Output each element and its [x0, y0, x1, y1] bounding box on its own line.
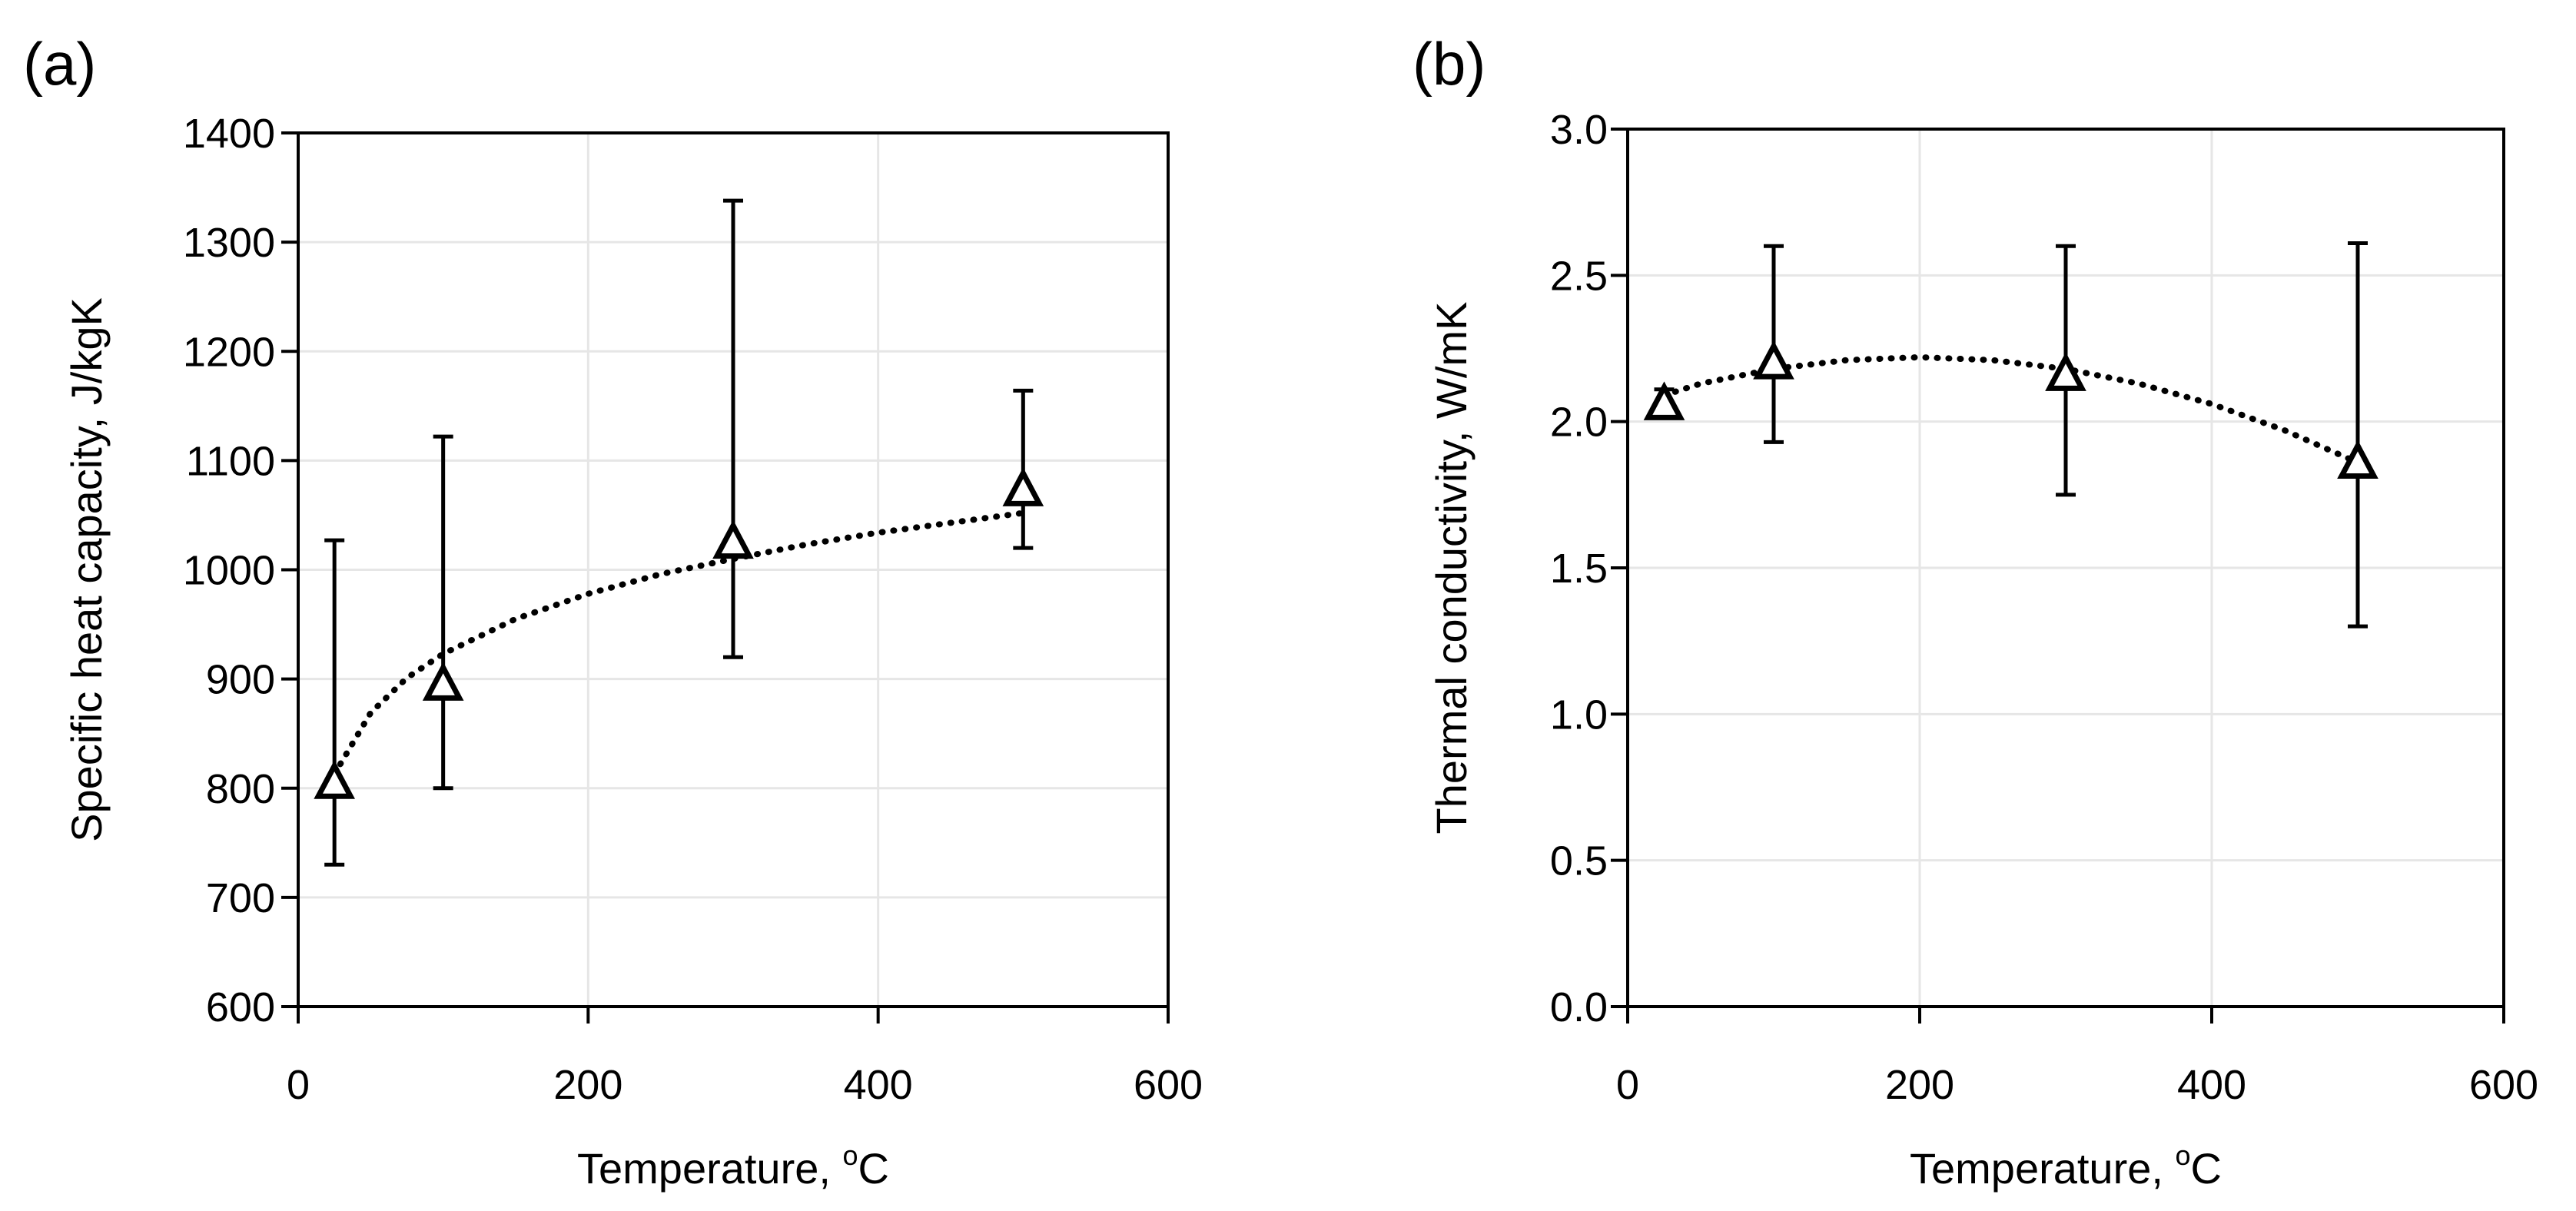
y-tick-label: 1.0	[1550, 692, 1608, 738]
y-tick-label: 1000	[183, 548, 275, 594]
data-point-triangle	[422, 662, 464, 701]
x-tick-label: 400	[844, 1062, 913, 1108]
y-tick-label: 900	[206, 657, 275, 703]
y-tick-label: 600	[206, 984, 275, 1030]
x-tick-label: 0	[1616, 1062, 1639, 1108]
x-axis-title: Temperature, oC	[1910, 1140, 2222, 1193]
x-axis-title-text: Temperature,	[1910, 1144, 2176, 1193]
y-tick-label: 1200	[183, 329, 275, 375]
data-point-triangle	[314, 760, 355, 799]
y-tick-label: 2.5	[1550, 253, 1608, 299]
y-tick-label: 1.5	[1550, 546, 1608, 592]
y-axis-title: Specific heat capacity, J/kgK	[62, 297, 111, 842]
panel-b: (b) 0.0 0.5 1.0 1.5 2.0 2.5 3.0 0 200 400 600 Temper…	[1412, 30, 2538, 1193]
x-tick-label: 600	[2469, 1062, 2538, 1108]
x-axis-title-superscript: o	[843, 1140, 858, 1171]
y-tick-label: 1100	[186, 438, 275, 484]
y-tick-label: 800	[206, 766, 275, 812]
data-point-triangle	[1753, 340, 1794, 380]
x-axis-title-text: Temperature,	[577, 1144, 843, 1193]
panel-a: (a) 600 700 800 900 1000 1100 1200 1300 1400 0 200 4…	[23, 30, 1203, 1193]
y-tick-label: 1400	[183, 111, 275, 157]
x-tick-label: 0	[287, 1062, 310, 1108]
x-axis-title-unit: C	[858, 1144, 889, 1193]
x-axis-title-unit: C	[2191, 1144, 2222, 1193]
y-axis-title: Thermal conductivity, W/mK	[1427, 302, 1476, 834]
y-tick-label: 0.0	[1550, 984, 1608, 1030]
x-tick-label: 400	[2177, 1062, 2246, 1108]
y-tick-label: 3.0	[1550, 107, 1608, 153]
trendline	[1661, 353, 2361, 466]
y-tick-label: 0.5	[1550, 838, 1608, 884]
trendline	[331, 509, 1027, 778]
x-axis-title-superscript: o	[2176, 1140, 2191, 1171]
x-tick-label: 600	[1134, 1062, 1203, 1108]
y-tick-label: 1300	[183, 220, 275, 266]
panel-label: (a)	[23, 30, 96, 98]
y-tick-label: 700	[206, 875, 275, 921]
data-point-triangle	[1643, 381, 1685, 420]
data-point-triangle	[2045, 352, 2086, 391]
data-point-triangle	[2337, 440, 2378, 479]
panel-label: (b)	[1412, 30, 1486, 98]
data-point-triangle	[712, 519, 754, 559]
x-axis-title: Temperature, oC	[577, 1140, 889, 1193]
x-tick-label: 200	[1885, 1062, 1954, 1108]
data-point-triangle	[1002, 467, 1044, 506]
x-tick-label: 200	[553, 1062, 622, 1108]
y-tick-label: 2.0	[1550, 400, 1608, 446]
